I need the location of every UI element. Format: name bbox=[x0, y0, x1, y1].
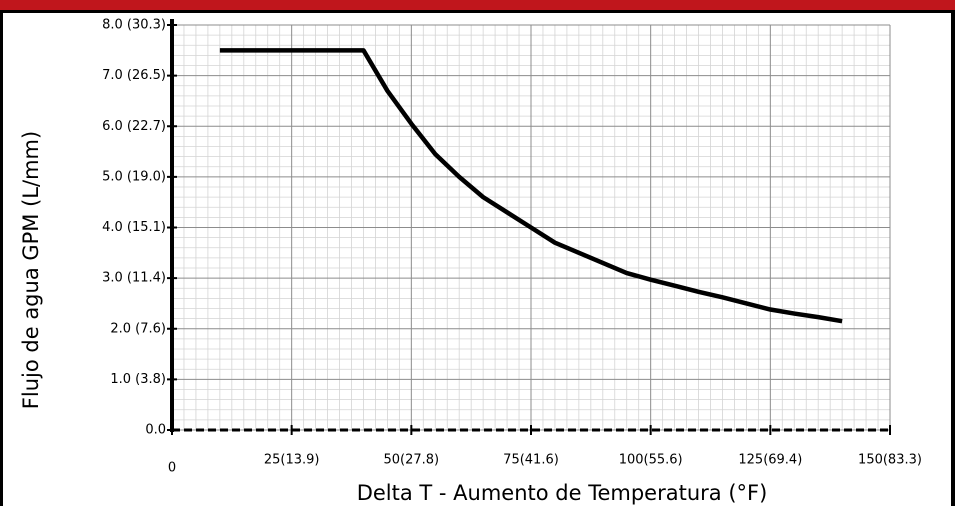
x-tick-label: 150(83.3) bbox=[858, 453, 922, 468]
top-bar bbox=[0, 0, 955, 10]
data-line bbox=[219, 48, 843, 324]
plot: 0 25(13.9) 50(27.8) 75(41.6) 100(55.6) 125(69… bbox=[102, 18, 922, 476]
left-border bbox=[0, 13, 3, 506]
x-tick-label: 50(27.8) bbox=[384, 453, 440, 468]
x-axis-title: Delta T - Aumento de Temperatura (°F) bbox=[357, 481, 768, 505]
x-tick-label: 125(69.4) bbox=[738, 453, 802, 468]
grid bbox=[171, 24, 891, 431]
y-tick-label: 6.0 (22.7) bbox=[102, 119, 166, 134]
y-tick-label: 0.0 bbox=[145, 423, 166, 438]
x-tick-label: 75(41.6) bbox=[503, 453, 559, 468]
top-rule bbox=[0, 10, 955, 13]
y-axis-title: Flujo de agua GPM (L/mm) bbox=[19, 131, 43, 409]
y-tick-label: 8.0 (30.3) bbox=[102, 18, 166, 33]
right-border bbox=[951, 13, 955, 506]
x-tick-label: 25(13.9) bbox=[264, 453, 320, 468]
y-tick-label: 7.0 (26.5) bbox=[102, 68, 166, 83]
y-tick-label: 3.0 (11.4) bbox=[102, 271, 166, 286]
y-tick-label: 2.0 (7.6) bbox=[110, 321, 166, 336]
x-tick-label: 100(55.6) bbox=[619, 453, 683, 468]
y-tick-label: 5.0 (19.0) bbox=[102, 169, 166, 184]
y-tick-label: 1.0 (3.8) bbox=[110, 372, 166, 387]
x-tick-label: 0 bbox=[168, 461, 176, 476]
y-tick-label: 4.0 (15.1) bbox=[102, 220, 166, 235]
